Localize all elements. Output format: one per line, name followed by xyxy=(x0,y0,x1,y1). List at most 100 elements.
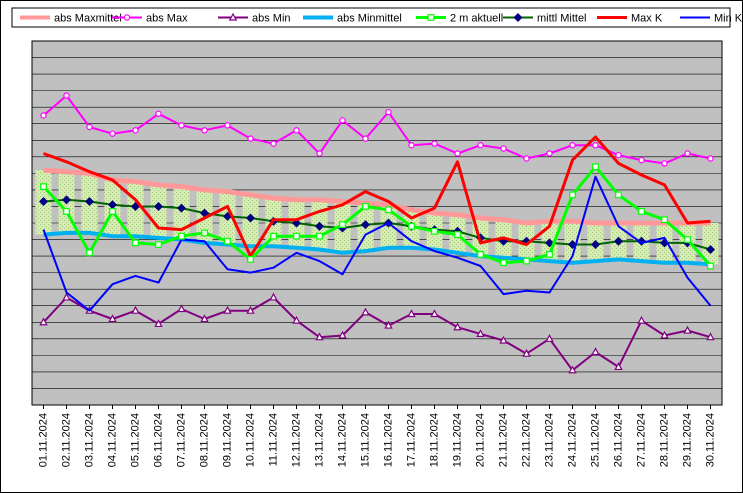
point-marker xyxy=(592,163,599,171)
point-marker xyxy=(339,221,346,229)
point-marker xyxy=(453,322,462,331)
legend-box xyxy=(11,7,731,28)
point-marker xyxy=(567,240,578,250)
point-marker xyxy=(316,232,323,240)
legend-item: abs Max xyxy=(112,13,188,25)
point-marker xyxy=(269,292,278,301)
series-2-m-aktuell xyxy=(40,163,714,270)
point-marker xyxy=(707,262,714,270)
legend-label: abs Minmittel xyxy=(337,13,402,25)
point-marker xyxy=(123,14,131,21)
point-marker xyxy=(177,304,186,313)
point-marker xyxy=(63,208,70,215)
point-marker xyxy=(384,320,393,329)
legend-label: abs Maxmittel xyxy=(54,13,122,25)
point-marker xyxy=(201,229,208,237)
point-marker xyxy=(176,203,187,213)
point-marker xyxy=(500,145,507,152)
x-tick-label: 25.11.2024 xyxy=(589,413,601,467)
legend-item: Min K xyxy=(680,13,743,25)
point-marker xyxy=(38,196,49,206)
point-marker xyxy=(200,314,209,323)
point-marker xyxy=(201,127,208,134)
point-marker xyxy=(454,150,461,157)
point-marker xyxy=(523,155,530,162)
point-marker xyxy=(63,92,70,99)
legend-item: abs Minmittel xyxy=(303,13,402,25)
point-marker xyxy=(339,117,346,124)
point-marker xyxy=(314,221,325,231)
point-marker xyxy=(614,362,623,371)
point-marker xyxy=(638,156,645,164)
x-tick-label: 27.11.2024 xyxy=(635,413,647,467)
point-marker xyxy=(523,257,530,265)
point-marker xyxy=(39,317,48,326)
series-line xyxy=(42,175,712,312)
x-tick-label: 06.11.2024 xyxy=(152,413,164,467)
x-tick-label: 22.11.2024 xyxy=(520,413,532,467)
x-tick-label: 30.11.2024 xyxy=(704,413,716,467)
plot-area xyxy=(31,40,723,406)
x-tick-label: 13.11.2024 xyxy=(313,413,325,467)
series-abs-minmittel xyxy=(43,230,711,267)
point-marker xyxy=(247,135,254,142)
legend-item: mittl Mittel xyxy=(503,13,587,25)
point-marker xyxy=(361,307,370,316)
point-marker xyxy=(61,195,72,205)
series-min-k xyxy=(42,175,712,312)
point-marker xyxy=(86,123,93,131)
point-marker xyxy=(684,236,691,243)
point-marker xyxy=(477,142,484,149)
point-marker xyxy=(407,309,416,318)
plot-border xyxy=(31,40,723,406)
legend-label: Min K xyxy=(714,13,743,25)
series-line xyxy=(42,94,711,165)
point-marker xyxy=(615,191,622,199)
x-tick-label: 26.11.2024 xyxy=(612,413,624,467)
series-abs-min xyxy=(39,292,715,374)
x-tick-label: 12.11.2024 xyxy=(290,413,302,467)
point-marker xyxy=(660,330,669,339)
point-marker xyxy=(109,130,116,137)
legend-label: mittl Mittel xyxy=(537,13,587,25)
point-marker xyxy=(546,150,553,157)
legend-label: Max K xyxy=(631,13,663,25)
point-marker xyxy=(246,305,255,314)
x-tick-label: 01.11.2024 xyxy=(37,413,49,467)
point-marker xyxy=(131,305,140,314)
series-line xyxy=(42,165,712,267)
point-marker xyxy=(569,191,576,199)
point-marker xyxy=(155,110,162,118)
band-column xyxy=(173,186,190,240)
point-marker xyxy=(706,332,715,341)
point-marker xyxy=(247,256,254,263)
x-tick-label: 18.11.2024 xyxy=(428,413,440,467)
point-marker xyxy=(224,237,231,245)
point-marker xyxy=(385,206,392,214)
point-marker xyxy=(223,305,232,314)
legend-item: 2 m aktuell xyxy=(416,13,503,25)
point-marker xyxy=(154,319,163,328)
band-column xyxy=(702,223,719,265)
point-marker xyxy=(545,334,554,342)
legend-label: abs Max xyxy=(146,13,188,25)
x-tick-label: 02.11.2024 xyxy=(60,413,72,467)
point-marker xyxy=(108,314,117,323)
point-marker xyxy=(132,127,139,134)
point-marker xyxy=(454,231,461,238)
x-tick-label: 09.11.2024 xyxy=(221,413,233,467)
point-marker xyxy=(385,108,392,116)
point-marker xyxy=(132,239,139,247)
point-marker xyxy=(316,150,323,157)
legend-item: Max K xyxy=(597,13,663,25)
series-line xyxy=(43,167,711,226)
legend-label: abs Min xyxy=(252,13,291,25)
point-marker xyxy=(360,220,371,230)
point-marker xyxy=(500,259,507,267)
point-marker xyxy=(661,160,668,167)
x-tick-label: 14.11.2024 xyxy=(336,413,348,467)
point-marker xyxy=(427,14,435,21)
x-tick-label: 29.11.2024 xyxy=(681,413,693,467)
point-marker xyxy=(153,201,164,211)
point-marker xyxy=(155,241,162,248)
